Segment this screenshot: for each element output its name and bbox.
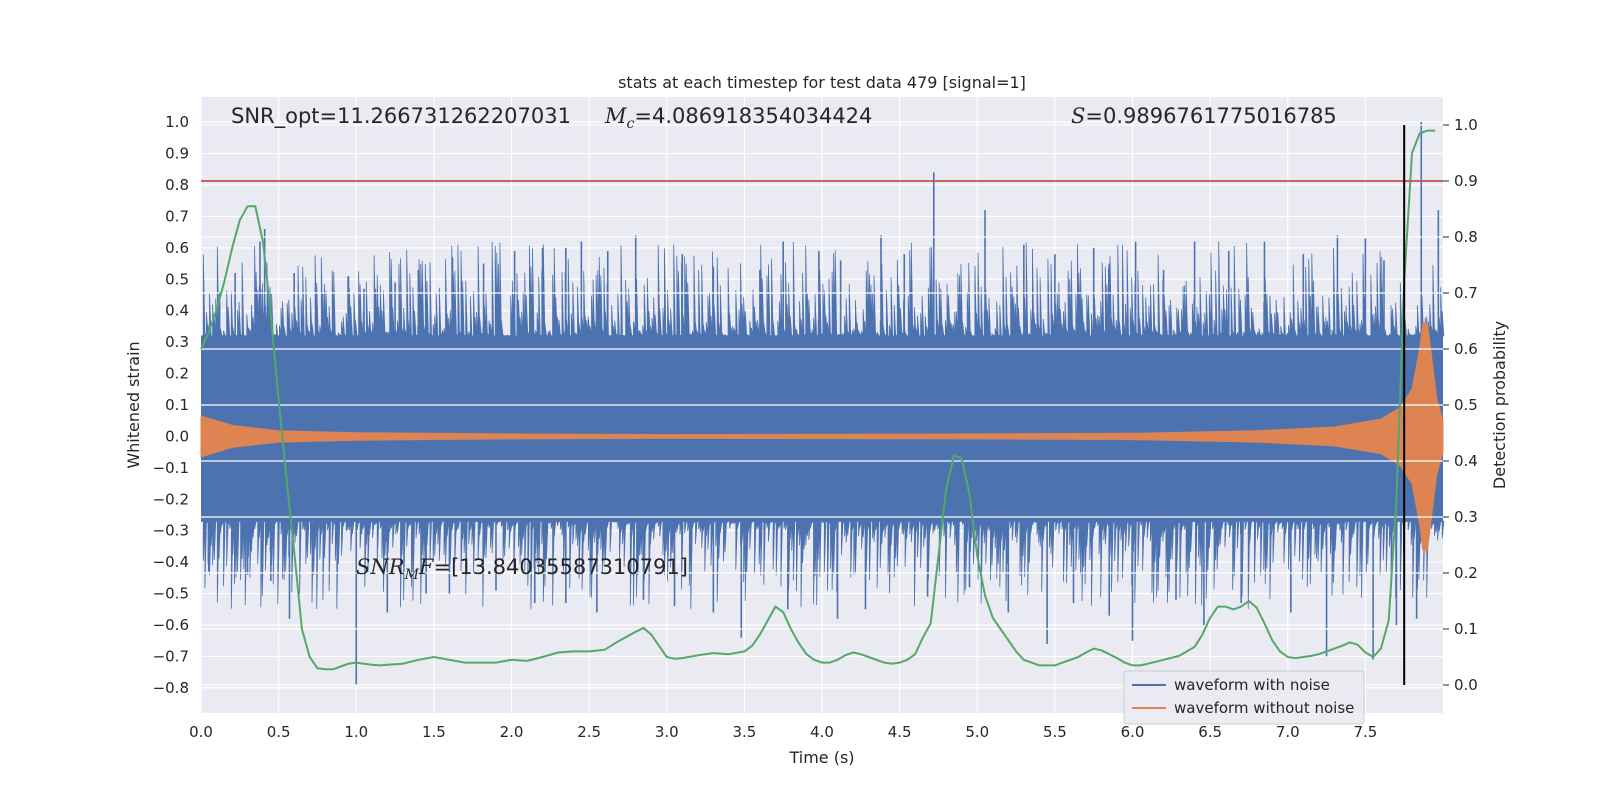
y-tick-label: −0.1 [153, 459, 189, 477]
noise-spikes-down [200, 519, 1445, 610]
y2-tick-label: 0.1 [1454, 620, 1478, 638]
annotation-snr-mf: SNRMF=[13.84035587310791] [356, 555, 688, 583]
annotation-score-symbol: S [1071, 104, 1085, 128]
y2-tick-label: 0.6 [1454, 340, 1478, 358]
series-detection-probability [200, 129, 1436, 671]
noise-band [201, 335, 1443, 522]
y2-axis-label: Detection probability [1490, 321, 1509, 489]
y2-tick-label: 0.8 [1454, 228, 1478, 246]
x-axis-ticks: 0.0 0.5 1.0 1.5 2.0 2.5 3.0 3.5 4.0 4.5 5.0 5.5 6.0 6… [189, 723, 1377, 741]
annotation-snr-mf-symbol: SNR [356, 555, 405, 579]
y-tick-label: −0.4 [153, 553, 189, 571]
x-tick-label: 5.0 [965, 723, 989, 741]
legend-label-noisy: waveform with noise [1174, 676, 1330, 694]
y-axis-label: Whitened strain [124, 341, 143, 468]
y-tick-label: −0.5 [153, 585, 189, 603]
x-tick-label: 1.0 [344, 723, 368, 741]
annotation-score-value: =0.9896761775016785 [1085, 104, 1336, 128]
y2-axis-ticks: 1.0 0.9 0.8 0.7 0.6 0.5 0.4 0.3 0.2 0.1 0.0 [1443, 116, 1478, 694]
annotation-chirp-mass-symbol: M [604, 104, 627, 128]
noise-spikes-up [200, 241, 1445, 338]
x-axis-label: Time (s) [788, 748, 854, 767]
annotation-snr-mf-symbol2: F [418, 555, 435, 579]
y2-tick-label: 0.5 [1454, 396, 1478, 414]
y-tick-label: 0.3 [165, 333, 189, 351]
y-tick-label: 0.9 [165, 145, 189, 163]
x-tick-label: 3.0 [655, 723, 679, 741]
x-tick-label: 5.5 [1043, 723, 1067, 741]
y-tick-label: 0.5 [165, 270, 189, 288]
x-tick-label: 6.5 [1198, 723, 1222, 741]
y2-tick-label: 1.0 [1454, 116, 1478, 134]
x-tick-label: 0.0 [189, 723, 213, 741]
y-tick-label: 0.1 [165, 396, 189, 414]
y-tick-label: 0.2 [165, 365, 189, 383]
y-tick-label: 0.4 [165, 302, 189, 320]
y-tick-label: 0.6 [165, 239, 189, 257]
annotation-score: S=0.9896761775016785 [1071, 104, 1337, 128]
legend-box [1123, 670, 1365, 725]
x-tick-label: 6.0 [1121, 723, 1145, 741]
x-tick-label: 7.5 [1353, 723, 1377, 741]
y-tick-label: 1.0 [165, 113, 189, 131]
y-tick-label: −0.6 [153, 616, 189, 634]
y-tick-label: −0.7 [153, 647, 189, 665]
chart-title: stats at each timestep for test data 479… [618, 73, 1026, 92]
clean-chirp-dip [1416, 473, 1433, 556]
y-tick-label: −0.3 [153, 522, 189, 540]
y2-tick-label: 0.0 [1454, 676, 1478, 694]
annotation-chirp-mass-value: =4.086918354034424 [634, 104, 872, 128]
legend-label-clean: waveform without noise [1174, 699, 1354, 717]
series-waveform-with-noise [200, 122, 1445, 685]
probability-line [200, 129, 1436, 671]
clean-envelope [200, 322, 1444, 551]
x-tick-label: 1.5 [422, 723, 446, 741]
x-tick-label: 2.0 [500, 723, 524, 741]
y-tick-label: 0.7 [165, 207, 189, 225]
y2-tick-label: 0.3 [1454, 508, 1478, 526]
x-tick-label: 0.5 [267, 723, 291, 741]
annotation-snr-opt: SNR_opt=11.266731262207031 [231, 104, 571, 129]
y-tick-label: 0.8 [165, 176, 189, 194]
legend: waveform with noise waveform without noi… [1123, 670, 1365, 725]
y-tick-label: 0.0 [165, 427, 189, 445]
annotation-snr-mf-sub: M [404, 567, 420, 583]
y-axis-ticks: 1.0 0.9 0.8 0.7 0.6 0.5 0.4 0.3 0.2 0.1 0.0 −0.1 −0.… [153, 113, 189, 697]
annotation-chirp-mass: Mc=4.086918354034424 [604, 104, 872, 132]
y-tick-label: −0.8 [153, 679, 189, 697]
y2-tick-label: 0.9 [1454, 172, 1478, 190]
x-tick-label: 4.0 [810, 723, 834, 741]
annotation-snr-mf-value: =[13.84035587310791] [434, 555, 688, 579]
y-tick-label: −0.2 [153, 490, 189, 508]
y2-tick-label: 0.7 [1454, 284, 1478, 302]
annotation-chirp-mass-sub: c [627, 116, 635, 132]
x-tick-label: 4.5 [888, 723, 912, 741]
series-waveform-without-noise [200, 322, 1444, 556]
y2-tick-label: 0.4 [1454, 452, 1478, 470]
x-tick-label: 2.5 [577, 723, 601, 741]
x-tick-label: 3.5 [732, 723, 756, 741]
y2-tick-label: 0.2 [1454, 564, 1478, 582]
x-tick-label: 7.0 [1276, 723, 1300, 741]
